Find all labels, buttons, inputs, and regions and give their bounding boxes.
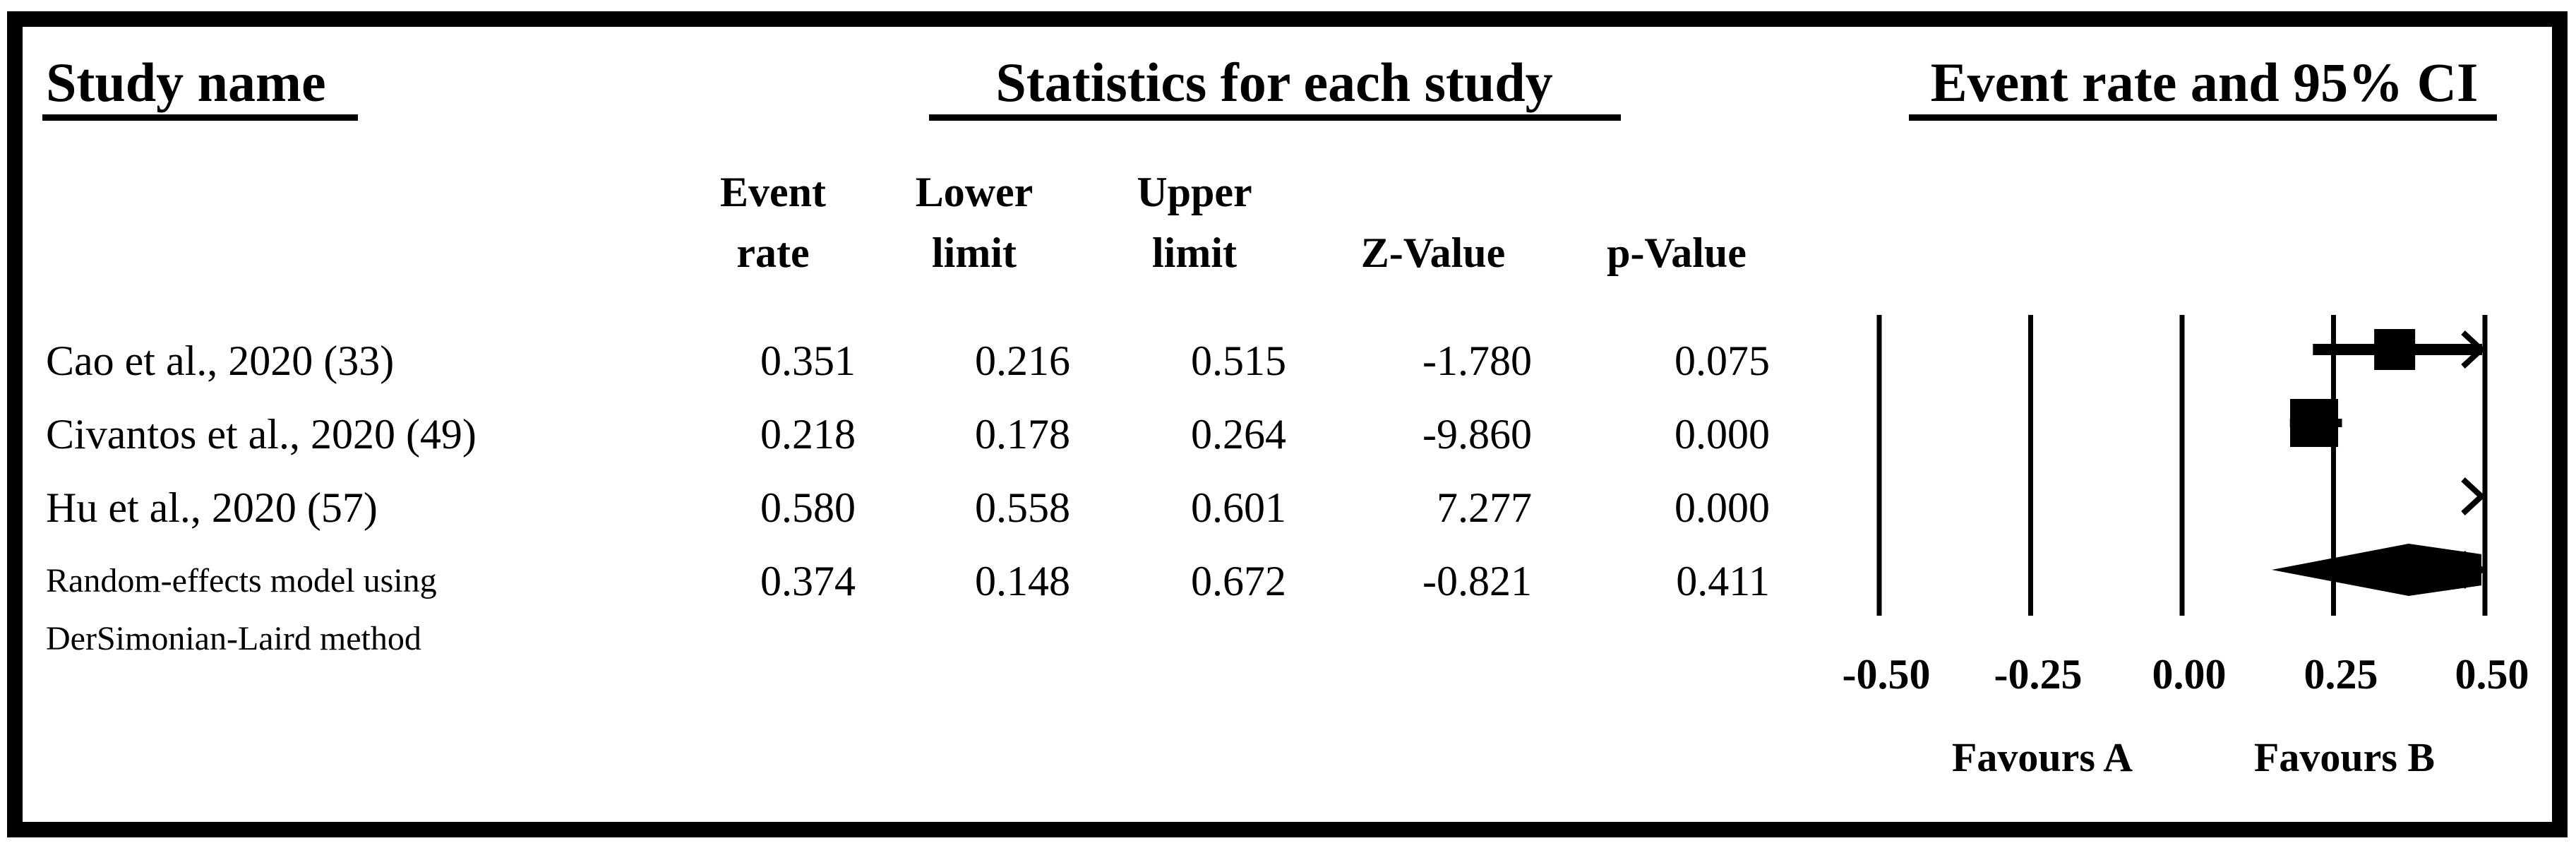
summary-model-label-line1: Random-effects model using [46,562,437,599]
study-name: Cao et al., 2020 (33) [46,338,395,384]
z-value: -0.821 [1422,558,1532,604]
lower-limit-value: 0.148 [975,558,1070,604]
header-lower-limit-line2: limit [932,229,1017,276]
header-upper-limit-line2: limit [1152,229,1237,276]
p-value: 0.000 [1675,484,1770,531]
z-value: 7.277 [1437,484,1532,531]
header-event-rate-line2: rate [736,229,810,276]
off-scale-arrow-icon [2461,551,2486,589]
axis-tick-label: 0.25 [2304,651,2378,698]
axis-tick-label: -0.50 [1842,651,1931,698]
header-p-value: p-Value [1607,229,1747,276]
off-scale-arrow-icon [2461,330,2486,369]
axis-tick-label: 0.50 [2455,651,2529,698]
statistics-underline [929,114,1621,121]
study-name-column-title: Study name [46,52,326,113]
axis-tick-label: 0.00 [2152,651,2227,698]
lower-limit-value: 0.558 [975,484,1070,531]
upper-limit-value: 0.264 [1191,411,1286,458]
summary-diamond [2271,544,2481,596]
axis-tick-label: -0.25 [1994,651,2083,698]
event-rate-value: 0.374 [760,558,856,604]
lower-limit-value: 0.178 [975,411,1070,458]
header-upper-limit-line1: Upper [1137,169,1252,215]
p-value: 0.000 [1675,411,1770,458]
study-name-underline [42,114,358,121]
point-estimate-square [2290,399,2339,447]
z-value: -9.860 [1422,411,1532,458]
event-rate-value: 0.580 [760,484,856,531]
point-estimate-square [2374,329,2416,370]
event-rate-value: 0.351 [760,338,856,384]
upper-limit-value: 0.515 [1191,338,1286,384]
plot-title-underline [1909,114,2497,121]
plot-section-title: Event rate and 95% CI [1930,52,2479,113]
z-value: -1.780 [1422,338,1532,384]
upper-limit-value: 0.672 [1191,558,1286,604]
event-rate-value: 0.218 [760,411,856,458]
statistics-section-title: Statistics for each study [995,52,1553,113]
p-value: 0.075 [1675,338,1770,384]
upper-limit-value: 0.601 [1191,484,1286,531]
header-z-value: Z-Value [1360,229,1506,276]
header-event-rate-line1: Event [720,169,826,215]
favours-b-label: Favours B [2253,734,2436,780]
summary-model-label-line2: DerSimonian-Laird method [46,620,421,657]
figure-border-frame: Study name Statistics for each study Eve… [7,11,2568,837]
header-lower-limit-line1: Lower [915,169,1034,215]
study-name: Hu et al., 2020 (57) [46,484,378,531]
study-name: Civantos et al., 2020 (49) [46,411,477,458]
favours-a-label: Favours A [1951,734,2133,780]
p-value: 0.411 [1676,558,1770,604]
lower-limit-value: 0.216 [975,338,1070,384]
off-scale-arrow-icon [2461,477,2486,515]
forest-plot-svg [1876,315,2488,616]
